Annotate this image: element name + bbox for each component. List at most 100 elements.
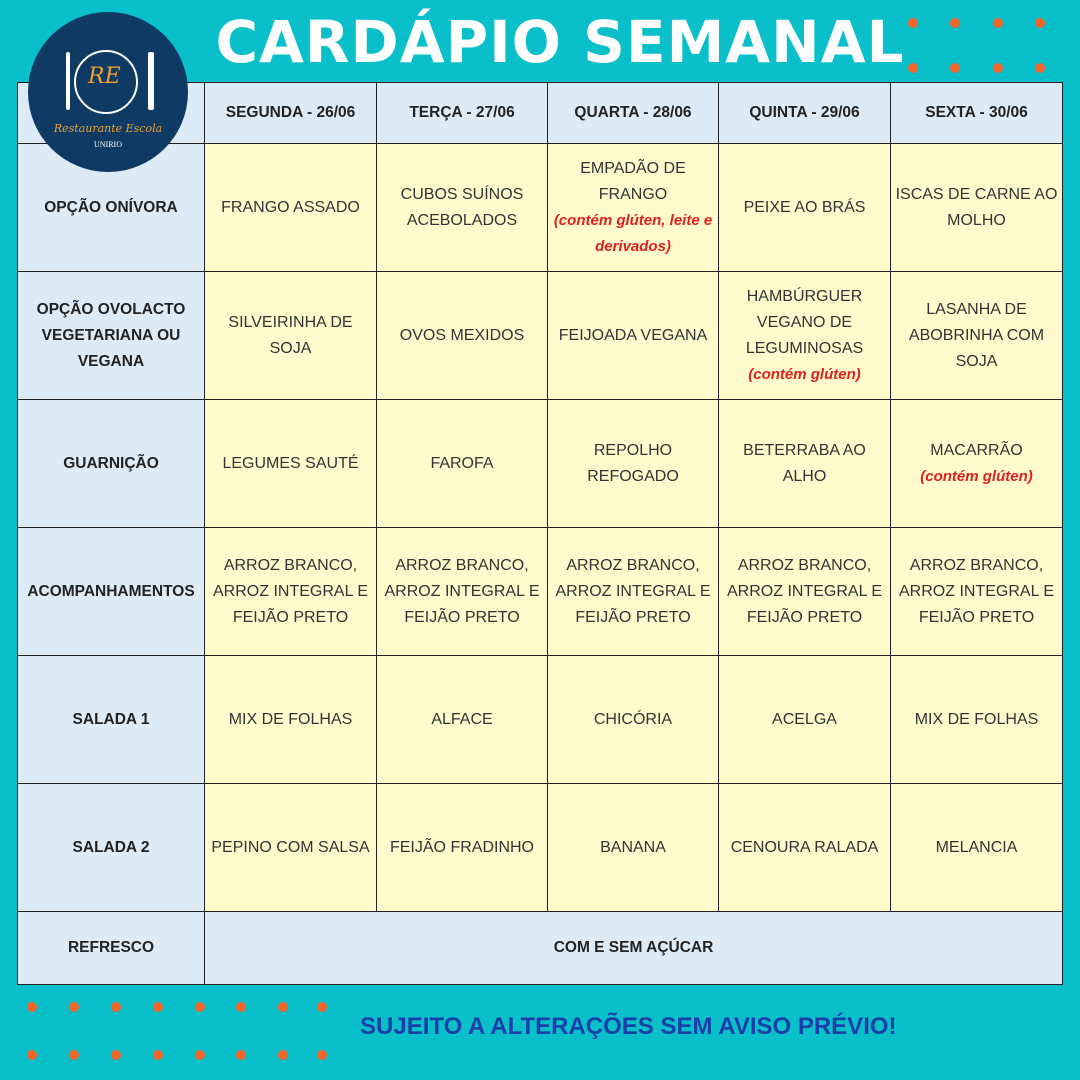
dish-name: REPOLHO REFOGADO (587, 441, 679, 485)
dot (908, 63, 918, 73)
dish-name: FEIJÃO FRADINHO (389, 838, 534, 856)
menu-cell: ARROZ BRANCO, ARROZ INTEGRAL E FEIJÃO PR… (890, 527, 1063, 656)
dish-name: ARROZ BRANCO, ARROZ INTEGRAL E FEIJÃO PR… (213, 556, 368, 626)
dish-name: HAMBÚRGUER VEGANO DE LEGUMINOSAS (745, 287, 864, 357)
day-header: TERÇA - 27/06 (376, 82, 548, 144)
menu-cell: REPOLHO REFOGADO (547, 399, 719, 528)
row-label: REFRESCO (17, 911, 205, 985)
menu-cell: MIX DE FOLHAS (890, 655, 1063, 784)
menu-cell: FEIJÃO FRADINHO (376, 783, 548, 912)
day-header: SEGUNDA - 26/06 (204, 82, 377, 144)
menu-cell: ACELGA (718, 655, 891, 784)
fork-icon (66, 52, 70, 110)
dish-name: CUBOS SUÍNOS ACEBOLADOS (400, 185, 524, 229)
refresco-cell: COM E SEM AÇÚCAR (204, 911, 1063, 985)
dot (111, 1002, 121, 1012)
dish-name: ARROZ BRANCO, ARROZ INTEGRAL E FEIJÃO PR… (384, 556, 540, 626)
dot (236, 1050, 246, 1060)
dot (950, 18, 960, 28)
menu-cell: FEIJOADA VEGANA (547, 271, 719, 400)
dish-name: ARROZ BRANCO, ARROZ INTEGRAL E FEIJÃO PR… (899, 556, 1054, 626)
menu-cell: BETERRABA AO ALHO (718, 399, 891, 528)
table-row: REFRESCO COM E SEM AÇÚCAR (17, 911, 1063, 985)
dish-name: SILVEIRINHA DE SOJA (228, 313, 353, 357)
menu-cell: PEPINO COM SALSA (204, 783, 377, 912)
menu-cell: MIX DE FOLHAS (204, 655, 377, 784)
row-label: OPÇÃO ONÍVORA (17, 143, 205, 272)
table-row: ACOMPANHAMENTOS ARROZ BRANCO, ARROZ INTEG… (17, 527, 1063, 656)
dot (69, 1002, 79, 1012)
dot (153, 1002, 163, 1012)
dot (993, 18, 1003, 28)
allergen-note: (contém glúten) (748, 365, 861, 383)
dish-name: BANANA (600, 838, 666, 856)
menu-cell: EMPADÃO DE FRANGO (contém glúten, leite e… (547, 143, 719, 272)
menu-cell: CHICÓRIA (547, 655, 719, 784)
row-label: OPÇÃO OVOLACTO VEGETARIANA OU VEGANA (17, 271, 205, 400)
day-header: SEXTA - 30/06 (890, 82, 1063, 144)
dish-name: ISCAS DE CARNE AO MOLHO (895, 185, 1058, 229)
dish-name: LEGUMES SAUTÉ (222, 454, 359, 472)
dot (908, 18, 918, 28)
menu-cell: ISCAS DE CARNE AO MOLHO (890, 143, 1063, 272)
logo-institution: UNIRIO (94, 140, 122, 149)
menu-cell: MACARRÃO (contém glúten) (890, 399, 1063, 528)
dot (1035, 18, 1045, 28)
dish-name: EMPADÃO DE FRANGO (580, 159, 686, 203)
dot (1035, 63, 1045, 73)
table-row: GUARNIÇÃO LEGUMES SAUTÉ FAROFA REPOLHO REFO… (17, 399, 1063, 528)
menu-cell: ARROZ BRANCO, ARROZ INTEGRAL E FEIJÃO PR… (547, 527, 719, 656)
dot (950, 63, 960, 73)
dot (195, 1050, 205, 1060)
dish-name: ACELGA (772, 710, 837, 728)
dot (153, 1050, 163, 1060)
dish-name: BETERRABA AO ALHO (743, 441, 866, 485)
dot (278, 1002, 288, 1012)
menu-cell: ALFACE (376, 655, 548, 784)
dish-name: CHICÓRIA (593, 710, 673, 728)
allergen-note: (contém glúten) (920, 467, 1033, 485)
dot (993, 63, 1003, 73)
dot (69, 1050, 79, 1060)
table-row: SALADA 1 MIX DE FOLHAS ALFACE CHICÓRIA ACELG… (17, 655, 1063, 784)
row-label: SALADA 2 (17, 783, 205, 912)
dish-name: FEIJOADA VEGANA (558, 326, 708, 344)
menu-cell: BANANA (547, 783, 719, 912)
dish-name: PEIXE AO BRÁS (743, 198, 866, 216)
dish-name: ARROZ BRANCO, ARROZ INTEGRAL E FEIJÃO PR… (727, 556, 882, 626)
menu-cell: PEIXE AO BRÁS (718, 143, 891, 272)
menu-cell: LEGUMES SAUTÉ (204, 399, 377, 528)
row-label: SALADA 1 (17, 655, 205, 784)
dish-name: FRANGO ASSADO (221, 198, 360, 216)
menu-cell: SILVEIRINHA DE SOJA (204, 271, 377, 400)
dish-name: MIX DE FOLHAS (228, 710, 353, 728)
plate-icon (74, 50, 138, 114)
menu-cell: LASANHA DE ABOBRINHA COM SOJA (890, 271, 1063, 400)
menu-cell: FRANGO ASSADO (204, 143, 377, 272)
dot (317, 1050, 327, 1060)
menu-cell: ARROZ BRANCO, ARROZ INTEGRAL E FEIJÃO PR… (204, 527, 377, 656)
menu-cell: FAROFA (376, 399, 548, 528)
menu-cell: CENOURA RALADA (718, 783, 891, 912)
dot (236, 1002, 246, 1012)
table-row: OPÇÃO ONÍVORA FRANGO ASSADO CUBOS SUÍNOS A… (17, 143, 1063, 272)
menu-cell: ARROZ BRANCO, ARROZ INTEGRAL E FEIJÃO PR… (376, 527, 548, 656)
row-label: GUARNIÇÃO (17, 399, 205, 528)
dish-name: PEPINO COM SALSA (211, 838, 370, 856)
page-title: CARDÁPIO SEMANAL (215, 8, 905, 76)
dish-name: MACARRÃO (930, 441, 1023, 459)
menu-table: SEGUNDA - 26/06 TERÇA - 27/06 QUARTA - 28/… (17, 82, 1063, 985)
menu-cell: ARROZ BRANCO, ARROZ INTEGRAL E FEIJÃO PR… (718, 527, 891, 656)
dish-name: ARROZ BRANCO, ARROZ INTEGRAL E FEIJÃO PR… (555, 556, 711, 626)
row-label: ACOMPANHAMENTOS (17, 527, 205, 656)
allergen-note: (contém glúten, leite e derivados) (553, 211, 713, 255)
dish-name: LASANHA DE ABOBRINHA COM SOJA (908, 300, 1045, 370)
dot (317, 1002, 327, 1012)
dish-name: MIX DE FOLHAS (914, 710, 1039, 728)
menu-cell: HAMBÚRGUER VEGANO DE LEGUMINOSAS (contém … (718, 271, 891, 400)
dot (27, 1002, 37, 1012)
menu-cell: MELANCIA (890, 783, 1063, 912)
logo-initials: RE (88, 64, 121, 89)
day-header: QUINTA - 29/06 (718, 82, 891, 144)
dish-name: ALFACE (431, 710, 493, 728)
